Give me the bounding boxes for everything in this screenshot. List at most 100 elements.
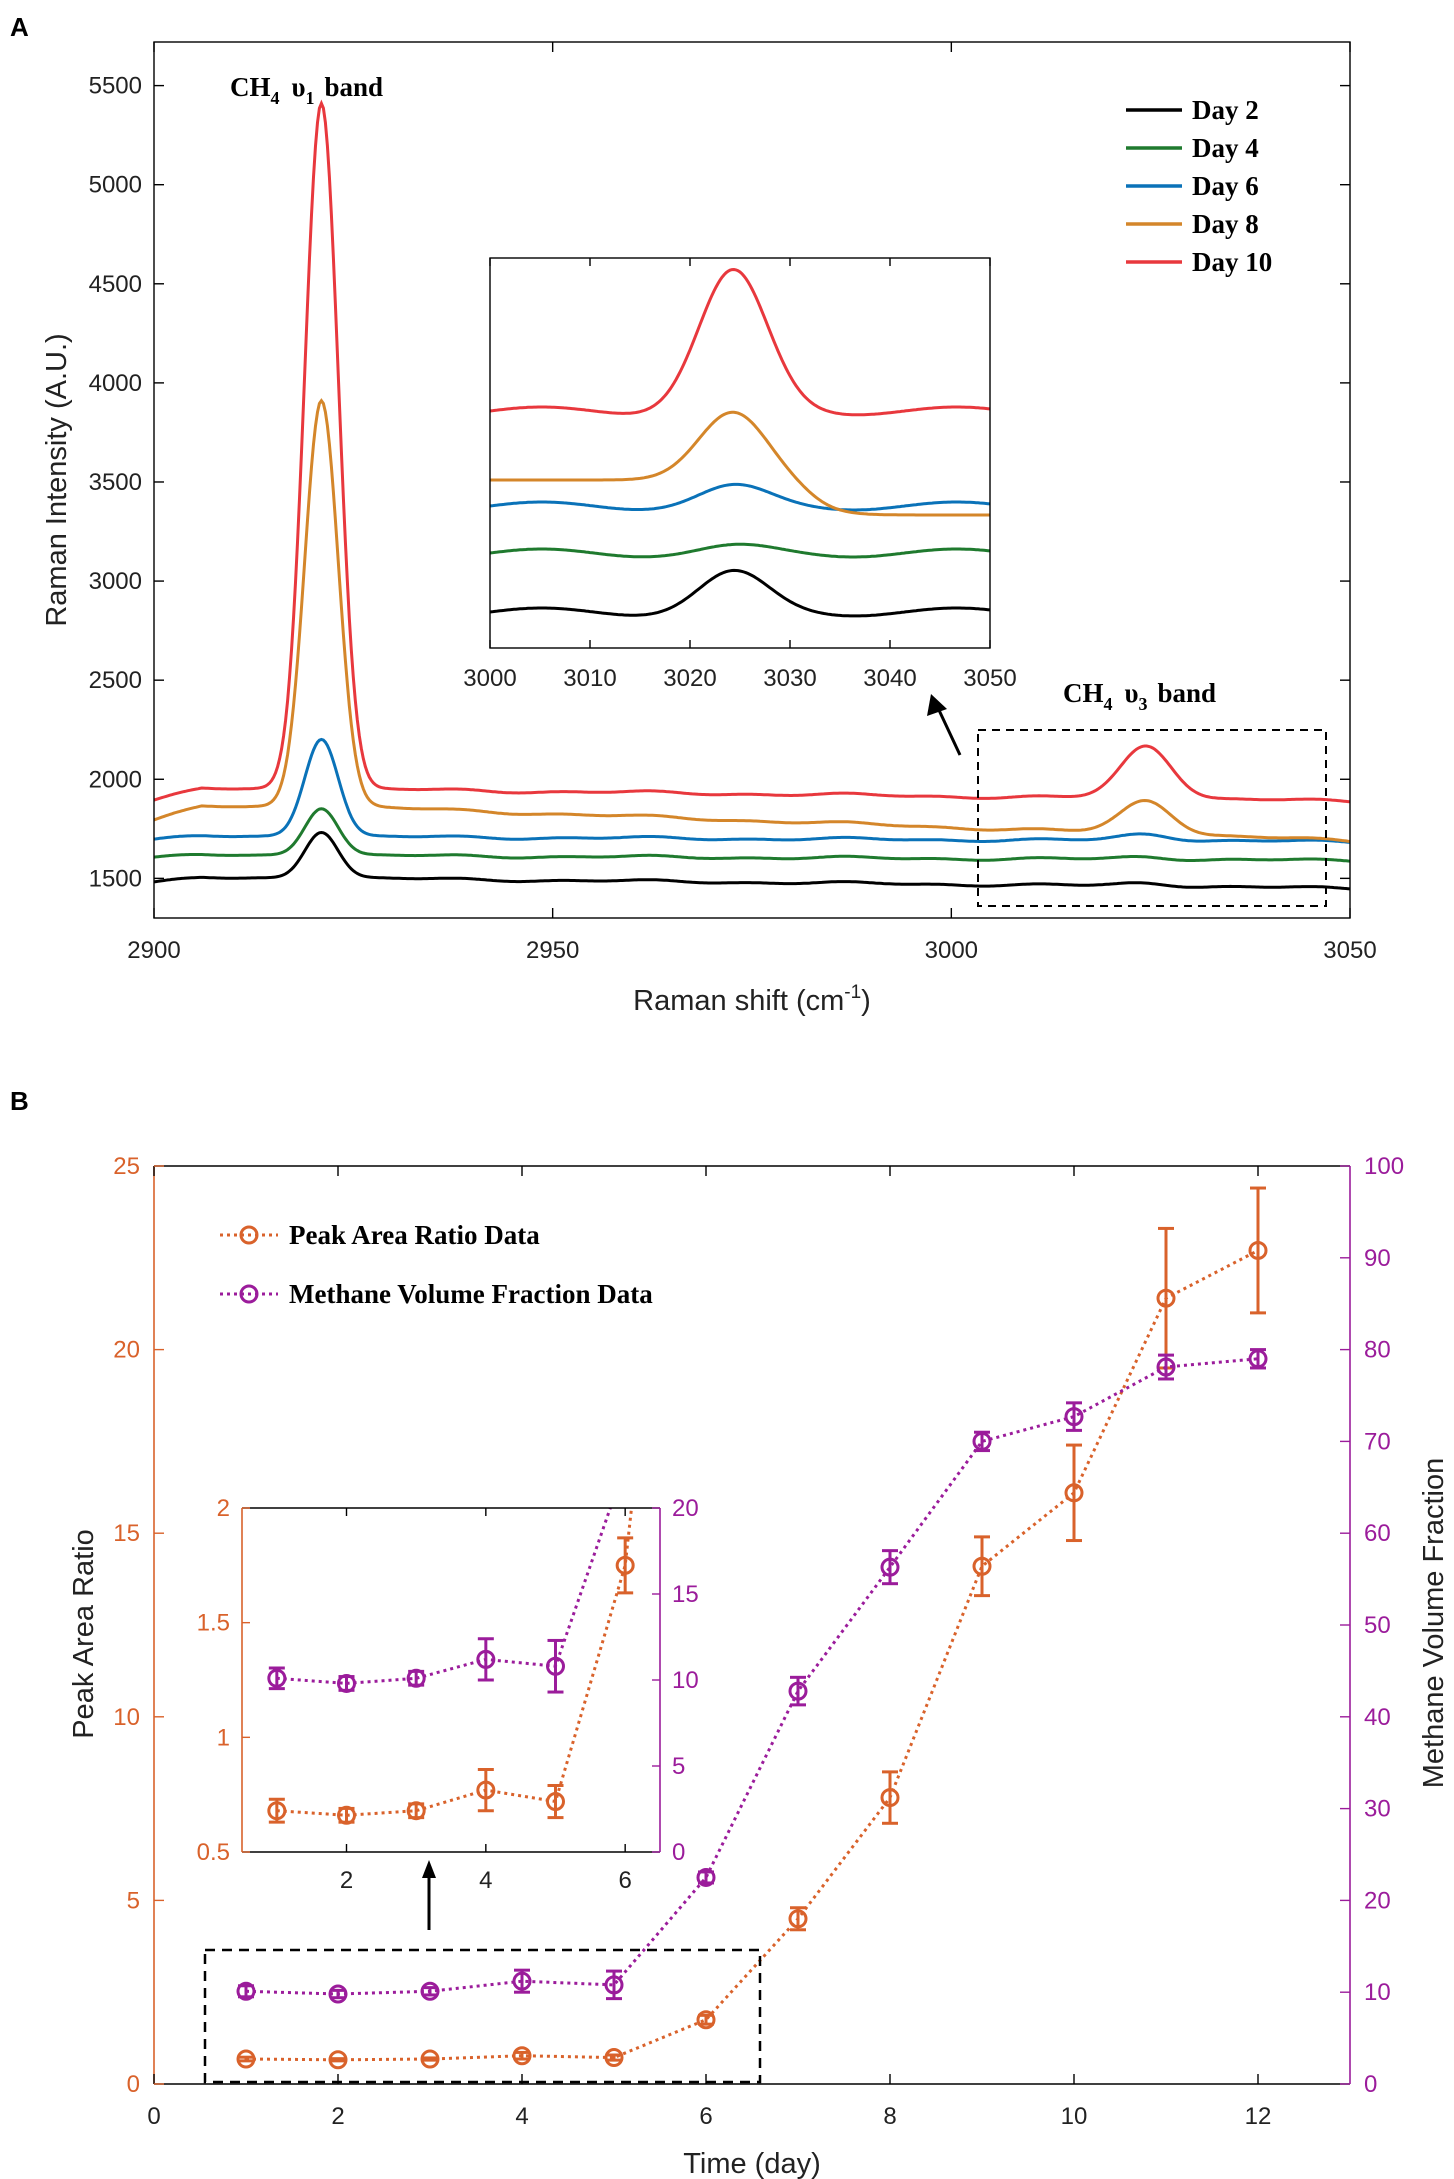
- panel-b-ytick-right-label: 20: [1364, 1887, 1391, 1914]
- panel-a-xtick-label: 3000: [925, 937, 978, 964]
- data-point: [328, 2050, 348, 2070]
- data-point: [880, 1557, 900, 1577]
- panel-b-ytick-right-label: 90: [1364, 1245, 1391, 1272]
- panel-b-inset-series: [267, 927, 703, 1825]
- data-point: [788, 1909, 808, 1929]
- panel-b-ytick-left-label: 15: [113, 1520, 140, 1547]
- panel-b-series: [236, 1186, 1268, 2070]
- panel-a-arrow: [936, 707, 962, 756]
- panel-a-chart: 2900 2950 3000 3050 1500 2000 2500 3000 3500 4000…: [41, 41, 1377, 1017]
- panel-a-series: [153, 99, 1351, 891]
- panel-b-xtick-label: 0: [147, 2103, 160, 2130]
- panel-b-inset-ytick-left-label: 1.5: [197, 1610, 230, 1637]
- data-point: [604, 2048, 624, 2068]
- panel-a-inset-series-line: [489, 267, 991, 417]
- panel-b-inset-ytick-right-label: 0: [672, 1839, 685, 1866]
- panel-b-legend: Peak Area Ratio Data Methane Volume Fract…: [220, 1220, 653, 1309]
- panel-a-series-line: [153, 830, 1351, 891]
- panel-b-chart: 0 2 4 6 8 10 120510152025010203040506070809010…: [68, 927, 1450, 2179]
- panel-label-b: B: [10, 1086, 29, 1116]
- panel-a-inset-series: [489, 267, 991, 618]
- panel-b-inset-ytick-right-label: 15: [672, 1581, 699, 1608]
- data-point: [406, 1801, 426, 1821]
- data-point: [1064, 1407, 1084, 1427]
- panel-b-legend-marker: [239, 1225, 259, 1245]
- panel-a-inset-series-line: [490, 410, 990, 517]
- panel-b-xtick-label: 12: [1245, 2103, 1272, 2130]
- data-point: [546, 1656, 565, 1676]
- panel-a-inset-series-line: [489, 542, 991, 559]
- data-point: [476, 1649, 496, 1669]
- data-point: [546, 1792, 565, 1812]
- panel-a-ytick-label: 3000: [89, 568, 142, 595]
- panel-b-ytick-right-label: 80: [1364, 1337, 1391, 1364]
- data-point: [687, 1108, 703, 1124]
- panel-a-ytick-label: 4500: [89, 271, 142, 298]
- panel-b-ytick-right-label: 100: [1364, 1153, 1404, 1180]
- panel-a-xtick-label: 2900: [127, 937, 180, 964]
- panel-b-axes: 0 2 4 6 8 10 120510152025010203040506070809010…: [113, 1153, 1404, 2130]
- data-point: [1248, 1349, 1268, 1369]
- panel-a-legend-label: Day 10: [1192, 247, 1272, 277]
- panel-a-ytick-label: 1500: [89, 865, 142, 892]
- data-point: [604, 1975, 624, 1995]
- panel-a-zoom-region: [977, 729, 1327, 907]
- panel-b-ylabel-right: Methane Volume Fraction: [1418, 1458, 1450, 1788]
- data-point: [696, 1867, 716, 1887]
- panel-b-ylabel-left: Peak Area Ratio: [68, 1529, 100, 1739]
- panel-a-axes-box: [153, 41, 1351, 919]
- panel-b-ytick-right-label: 0: [1364, 2071, 1377, 2098]
- data-point: [615, 1555, 635, 1575]
- panel-a-inset: 3000 3010 3020 3030 3040 3050: [463, 257, 1017, 692]
- data-point: [687, 927, 703, 943]
- panel-b-inset-ytick-left-label: 0.5: [197, 1839, 230, 1866]
- data-point: [267, 1801, 287, 1821]
- panel-b-ytick-left-label: 10: [113, 1704, 140, 1731]
- panel-b-ytick-left-label: 5: [127, 1887, 140, 1914]
- panel-b-inset-xtick-label: 6: [618, 1867, 631, 1894]
- panel-b-xtick-label: 6: [699, 2103, 712, 2130]
- panel-b-ytick-left-label: 20: [113, 1337, 140, 1364]
- data-point: [420, 1981, 440, 2001]
- data-point: [788, 1681, 808, 1701]
- panel-label-a: A: [10, 12, 29, 42]
- panel-b-inset-xtick-label: 4: [479, 1867, 492, 1894]
- panel-a-inset-xtick-label: 3030: [763, 665, 816, 692]
- series-line: [245, 1357, 1259, 1996]
- series-line: [245, 1249, 1259, 2062]
- data-point: [337, 1805, 356, 1825]
- data-point: [476, 1780, 496, 1800]
- data-point: [328, 1984, 348, 2004]
- panel-b-ytick-right-label: 30: [1364, 1796, 1391, 1823]
- panel-a-ytick-label: 3500: [89, 469, 142, 496]
- data-point: [972, 1431, 992, 1451]
- panel-b-ytick-left-label: 25: [113, 1153, 140, 1180]
- panel-b-legend-label: Peak Area Ratio Data: [289, 1220, 540, 1250]
- panel-b-xlabel: Time (day): [683, 2148, 821, 2179]
- panel-b-ytick-right-label: 10: [1364, 1979, 1391, 2006]
- panel-a-xtick-label: 3050: [1323, 937, 1376, 964]
- panel-a-ylabel: Raman Intensity (A.U.): [41, 333, 73, 626]
- data-point: [617, 1457, 633, 1473]
- panel-b-ytick-right-label: 60: [1364, 1520, 1391, 1547]
- panel-b-ytick-left-label: 0: [127, 2071, 140, 2098]
- data-point: [267, 1668, 287, 1688]
- panel-a-legend-label: Day 8: [1192, 209, 1259, 239]
- panel-b-xtick-label: 10: [1061, 2103, 1088, 2130]
- panel-a-series-line: [153, 99, 1351, 804]
- panel-a-inset-series-line: [489, 482, 991, 512]
- data-point: [406, 1668, 426, 1688]
- panel-a-series-line: [153, 398, 1351, 843]
- panel-a-inset-xtick-label: 3050: [963, 665, 1016, 692]
- panel-a-ytick-label: 2500: [89, 667, 142, 694]
- data-point: [337, 1673, 356, 1693]
- panel-b-inset-ytick-right-label: 5: [672, 1753, 685, 1780]
- panel-a-inset-xtick-label: 3020: [663, 665, 716, 692]
- panel-b-legend-label: Methane Volume Fraction Data: [289, 1279, 653, 1309]
- panel-b-ytick-right-label: 70: [1364, 1428, 1391, 1455]
- panel-a-ticks: 2900 2950 3000 3050 1500 2000 2500 3000 3500 4000…: [89, 42, 1377, 964]
- data-point: [972, 1556, 992, 1576]
- panel-a-inset-xtick-label: 3000: [463, 665, 516, 692]
- panel-b-ytick-right-label: 40: [1364, 1704, 1391, 1731]
